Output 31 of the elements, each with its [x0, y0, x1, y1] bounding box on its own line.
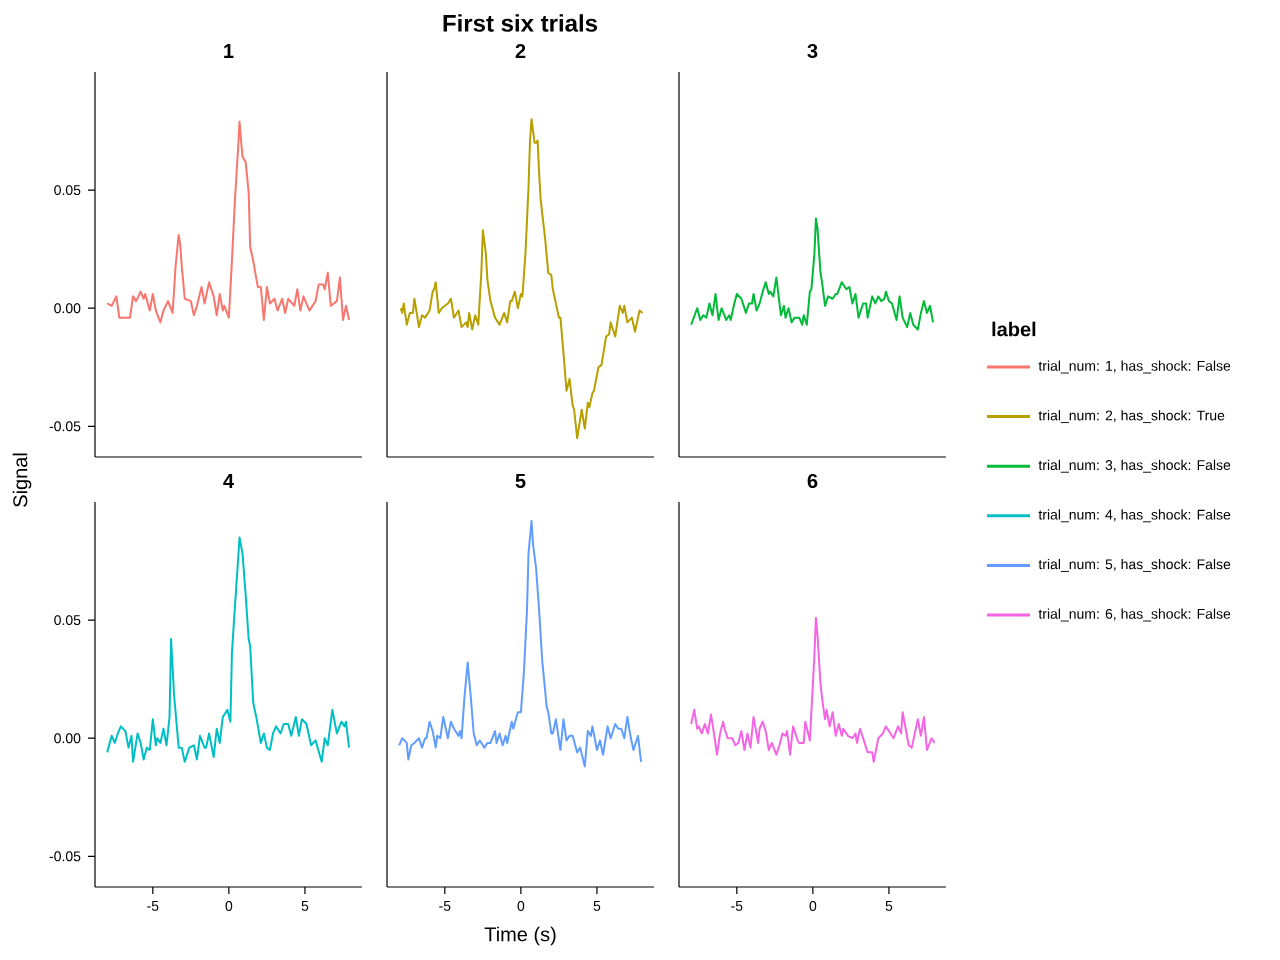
legend-label: trial_num: 6, has_shock: False: [1038, 608, 1231, 622]
x-tick-label: -5: [731, 901, 743, 911]
legend-label: trial_num: 4, has_shock: False: [1038, 509, 1231, 523]
legend-label: trial_num: 1, has_shock: False: [1038, 360, 1231, 374]
x-tick-label: 0: [225, 901, 233, 911]
legend-label: trial_num: 2, has_shock: True: [1038, 410, 1225, 424]
x-tick-label: 5: [885, 901, 893, 911]
chart-subtitle: 5: [515, 474, 526, 488]
y-tick-label: 0.00: [54, 733, 81, 744]
legend-title: label: [992, 321, 1036, 337]
x-tick-label: 0: [517, 901, 525, 911]
y-tick-label: -0.05: [49, 421, 81, 432]
chart-subtitle: 1: [224, 44, 234, 58]
x-axis-title: Time (s): [484, 926, 556, 946]
chart-subtitle: 6: [807, 473, 818, 489]
chart-subtitle: 4: [223, 474, 234, 488]
y-tick-label: -0.05: [49, 851, 81, 862]
legend-label: trial_num: 3, has_shock: False: [1038, 459, 1231, 473]
y-axis-title: Signal: [12, 453, 32, 507]
chart-title: First six trials: [443, 14, 598, 32]
x-tick-label: 5: [593, 901, 601, 911]
x-tick-label: 5: [301, 901, 309, 911]
y-tick-label: 0.05: [54, 615, 81, 626]
y-tick-label: 0.00: [54, 303, 81, 314]
chart-subtitle: 2: [515, 44, 526, 58]
y-tick-label: 0.05: [54, 185, 81, 196]
x-tick-label: -5: [147, 901, 159, 911]
x-tick-label: -5: [439, 901, 451, 911]
chart-subtitle: 3: [807, 43, 818, 59]
legend-label: trial_num: 5, has_shock: False: [1038, 558, 1231, 572]
x-tick-label: 0: [809, 901, 817, 911]
